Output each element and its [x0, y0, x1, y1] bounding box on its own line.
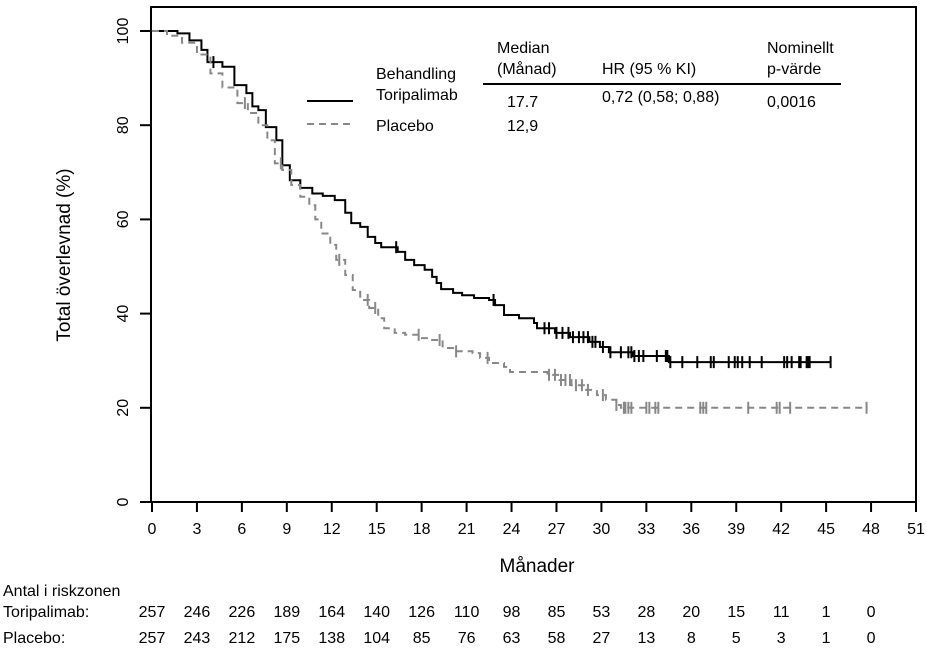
risk-value: 246 [184, 604, 211, 621]
legend-median-toripalimab: 17.7 [507, 94, 538, 111]
x-tick-label: 39 [727, 521, 745, 538]
risk-value: 27 [593, 630, 611, 647]
legend-col-median-line2: (Månad) [497, 60, 557, 78]
risk-value: 110 [454, 604, 480, 621]
risk-value: 189 [273, 604, 300, 621]
x-tick-label: 36 [682, 521, 700, 538]
risk-value: 85 [548, 604, 566, 621]
risk-value: 140 [363, 604, 390, 621]
x-tick-label: 3 [192, 521, 201, 538]
risk-value: 126 [408, 604, 435, 621]
risk-value: 212 [229, 630, 256, 647]
risk-row-label-toripalimab: Toripalimab: [3, 604, 89, 621]
risk-value: 28 [637, 604, 655, 621]
legend-col-p-line1: Nominellt [767, 40, 834, 57]
x-tick-label: 15 [368, 521, 386, 538]
plot-frame [150, 6, 917, 503]
y-tick-label: 80 [115, 116, 132, 134]
risk-value: 8 [687, 630, 696, 647]
x-tick-label: 45 [817, 521, 835, 538]
risk-value: 15 [727, 604, 745, 621]
x-tick-label: 12 [323, 521, 341, 538]
y-tick-label: 100 [115, 18, 132, 45]
risk-value: 98 [503, 604, 521, 621]
legend-col-hr: HR (95 % KI) [602, 61, 696, 78]
y-axis-label: Total överlevnad (%) [54, 168, 75, 341]
x-tick-label: 0 [148, 521, 157, 538]
risk-value: 226 [229, 604, 256, 621]
risk-value: 0 [867, 604, 876, 621]
risk-table: Antal i riskzonen Toripalimab: Placebo: … [3, 583, 876, 647]
legend-header-behandling: Behandling [376, 66, 456, 83]
legend-p-toripalimab: 0,0016 [767, 94, 816, 111]
x-tick-label: 27 [548, 521, 566, 538]
risk-value: 138 [318, 630, 345, 647]
legend-hr-toripalimab: 0,72 (0,58; 0,88) [602, 89, 719, 106]
legend-label-toripalimab: Toripalimab [376, 87, 458, 104]
x-tick-label: 48 [862, 521, 880, 538]
x-tick-label: 18 [413, 521, 431, 538]
legend-median-placebo: 12,9 [507, 118, 538, 135]
risk-value: 58 [548, 630, 566, 647]
risk-value: 85 [413, 630, 431, 647]
risk-value: 257 [139, 604, 166, 621]
x-tick-label: 51 [907, 521, 925, 538]
legend-label-placebo: Placebo [376, 118, 434, 135]
risk-values: 257 246 226 189 164 140 126 110 98 85 53 28 20 15 11 1 0… [139, 604, 876, 647]
risk-table-title: Antal i riskzonen [3, 583, 120, 600]
risk-value: 1 [822, 604, 831, 621]
x-tick-label: 21 [458, 521, 476, 538]
x-axis-label: Månader [500, 556, 576, 577]
y-tick-label: 20 [115, 399, 132, 417]
legend-col-p-line2: p-värde [767, 61, 821, 78]
risk-value: 164 [318, 604, 345, 621]
risk-value: 76 [458, 630, 476, 647]
risk-value: 11 [773, 604, 790, 621]
y-tick-label: 0 [115, 497, 132, 506]
risk-value: 243 [184, 630, 211, 647]
risk-value: 104 [363, 630, 390, 647]
legend-col-median-line1: Median [497, 40, 549, 57]
x-tick-label: 42 [772, 521, 790, 538]
risk-value: 53 [593, 604, 611, 621]
risk-value: 13 [637, 630, 655, 647]
risk-value: 5 [732, 630, 741, 647]
x-tick-label: 6 [237, 521, 246, 538]
x-tick-label: 9 [282, 521, 291, 538]
km-curve-toripalimab [152, 30, 831, 364]
km-curve-placebo [152, 30, 867, 409]
x-tick-label: 33 [637, 521, 655, 538]
risk-value: 63 [503, 630, 521, 647]
risk-value: 3 [777, 630, 786, 647]
y-tick-label: 60 [115, 210, 132, 228]
risk-row-label-placebo: Placebo: [3, 630, 65, 647]
x-tick-label: 30 [593, 521, 611, 538]
y-axis: 0 20 40 60 80 100 [115, 18, 151, 506]
risk-value: 0 [867, 630, 876, 647]
risk-value: 175 [273, 630, 300, 647]
x-tick-label: 24 [503, 521, 521, 538]
risk-value: 257 [139, 630, 166, 647]
legend: Behandling Median (Månad) HR (95 % KI) N… [307, 40, 841, 135]
curves-layer [152, 30, 868, 414]
risk-value: 20 [682, 604, 700, 621]
x-axis: 0 3 6 9 12 15 18 21 24 27 30 33 36 39 42 45 48 51 [148, 502, 925, 538]
risk-value: 1 [822, 630, 831, 647]
y-tick-label: 40 [115, 305, 132, 323]
